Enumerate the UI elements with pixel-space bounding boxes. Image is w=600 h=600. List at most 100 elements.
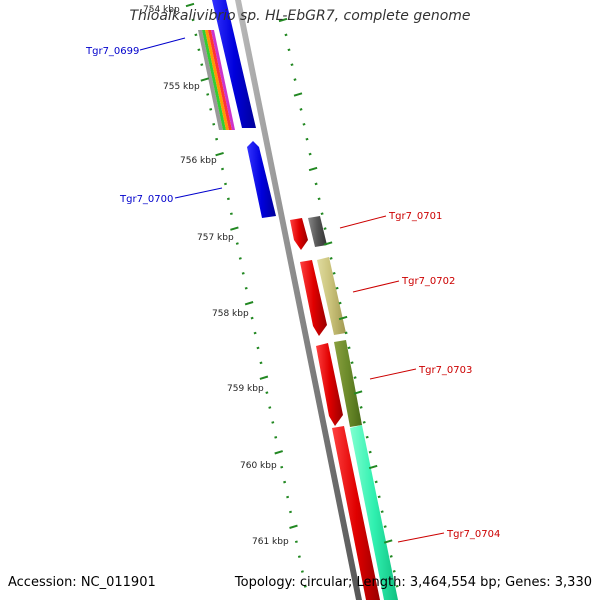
axis-tick <box>359 406 363 409</box>
axis-tick <box>224 182 227 186</box>
axis-tick <box>287 48 291 52</box>
axis-tick <box>289 524 298 529</box>
axis-tick <box>284 33 288 37</box>
axis-tick <box>185 2 195 8</box>
axis-tick <box>286 495 290 499</box>
left-axis-dots <box>185 2 307 588</box>
axis-tick <box>197 48 201 52</box>
gene-label-Tgr7_0700: Tgr7_0700 <box>119 194 173 205</box>
tick-label-759: 759 kbp <box>227 384 264 394</box>
axis-tick <box>191 18 195 22</box>
axis-tick <box>308 166 318 172</box>
axis-tick <box>294 540 298 544</box>
axis-tick <box>259 361 263 365</box>
axis-tick <box>265 391 269 394</box>
gene-Tgr7_0703a[interactable] <box>316 343 343 426</box>
axis-tick <box>206 93 210 96</box>
axis-tick <box>271 421 275 424</box>
accession-text: Accession: NC_011901 <box>8 575 156 590</box>
callout-lines <box>139 37 445 543</box>
axis-tick <box>353 390 363 395</box>
axis-tick <box>230 226 239 231</box>
axis-tick <box>302 122 306 126</box>
axis-tick <box>212 122 216 126</box>
gene-Tgr7_0700[interactable] <box>247 141 276 218</box>
tick-labels: 754 kbp 755 kbp 756 kbp 757 kbp 758 kbp … <box>143 5 289 547</box>
gene-Tgr7_0699[interactable] <box>212 0 256 128</box>
axis-tick <box>235 242 239 245</box>
axis-tick <box>353 376 357 379</box>
axis-tick <box>305 137 309 141</box>
summary-text: Topology: circular; Length: 3,464,554 bp… <box>234 575 592 590</box>
axis-tick <box>238 257 242 260</box>
gene-labels: Tgr7_0699 Tgr7_0700 Tgr7_0701 Tgr7_0702 … <box>85 46 500 540</box>
tick-label-756: 756 kbp <box>180 156 217 166</box>
genome-backbone <box>235 0 362 600</box>
axis-tick <box>220 167 225 171</box>
axis-tick <box>290 63 294 67</box>
axis-tick <box>344 331 348 335</box>
axis-tick <box>347 346 351 350</box>
gene-Tgr7_0701b[interactable] <box>308 216 327 247</box>
tick-label-757: 757 kbp <box>197 233 234 243</box>
gene-Tgr7_0702a[interactable] <box>300 260 327 336</box>
axis-tick <box>368 450 372 454</box>
axis-tick <box>226 197 230 201</box>
axis-tick <box>293 78 297 81</box>
tick-label-754: 754 kbp <box>143 5 180 15</box>
axis-tick <box>200 63 204 66</box>
axis-tick <box>377 495 381 499</box>
axis-tick <box>299 108 303 111</box>
feature-stripes <box>198 30 235 130</box>
axis-tick <box>332 271 336 275</box>
gene-Tgr7_0701a[interactable] <box>290 218 308 250</box>
axis-tick <box>383 539 393 544</box>
axis-tick <box>300 570 304 573</box>
genome-title: Thioalkalivibrio sp. HL-EbGR7, complete … <box>129 8 471 24</box>
axis-tick <box>308 152 312 156</box>
axis-tick <box>303 585 307 588</box>
axis-tick <box>253 331 257 335</box>
axis-tick <box>215 151 224 157</box>
axis-tick <box>259 375 269 380</box>
gene-label-Tgr7_0702: Tgr7_0702 <box>401 276 455 287</box>
gene-Tgr7_0704b[interactable] <box>350 425 398 600</box>
gene-label-Tgr7_0701: Tgr7_0701 <box>388 211 442 222</box>
axis-tick <box>244 301 254 306</box>
axis-tick <box>200 77 210 82</box>
axis-tick <box>268 406 272 409</box>
gene-label-Tgr7_0704: Tgr7_0704 <box>446 529 500 540</box>
tick-label-758: 758 kbp <box>212 309 249 319</box>
axis-tick <box>335 286 339 290</box>
axis-tick <box>389 555 393 558</box>
axis-tick <box>395 584 399 588</box>
axis-tick <box>380 510 384 514</box>
axis-tick <box>244 286 248 290</box>
gene-Tgr7_0704a[interactable] <box>332 426 380 600</box>
axis-tick <box>338 315 348 321</box>
axis-tick <box>297 555 301 558</box>
axis-tick <box>293 92 303 97</box>
axis-tick <box>229 212 233 216</box>
gene-Tgr7_0703b[interactable] <box>334 340 362 427</box>
axis-tick <box>350 361 354 365</box>
gene-Tgr7_0702b[interactable] <box>317 257 346 335</box>
tick-label-760: 760 kbp <box>240 461 277 471</box>
axis-tick <box>383 525 387 528</box>
tick-label-755: 755 kbp <box>163 82 200 92</box>
axis-tick <box>329 257 333 260</box>
axis-tick <box>362 420 366 424</box>
axis-tick <box>374 480 378 484</box>
right-axis-dots <box>278 17 399 588</box>
axis-tick <box>289 510 292 514</box>
axis-tick <box>280 465 284 469</box>
axis-tick <box>278 17 288 23</box>
axis-tick <box>314 182 318 186</box>
gene-label-Tgr7_0703: Tgr7_0703 <box>418 365 472 376</box>
axis-tick <box>323 241 333 246</box>
axis-tick <box>274 436 278 439</box>
axis-tick <box>368 464 378 470</box>
gene-label-Tgr7_0699: Tgr7_0699 <box>85 46 139 57</box>
axis-tick <box>320 212 324 216</box>
